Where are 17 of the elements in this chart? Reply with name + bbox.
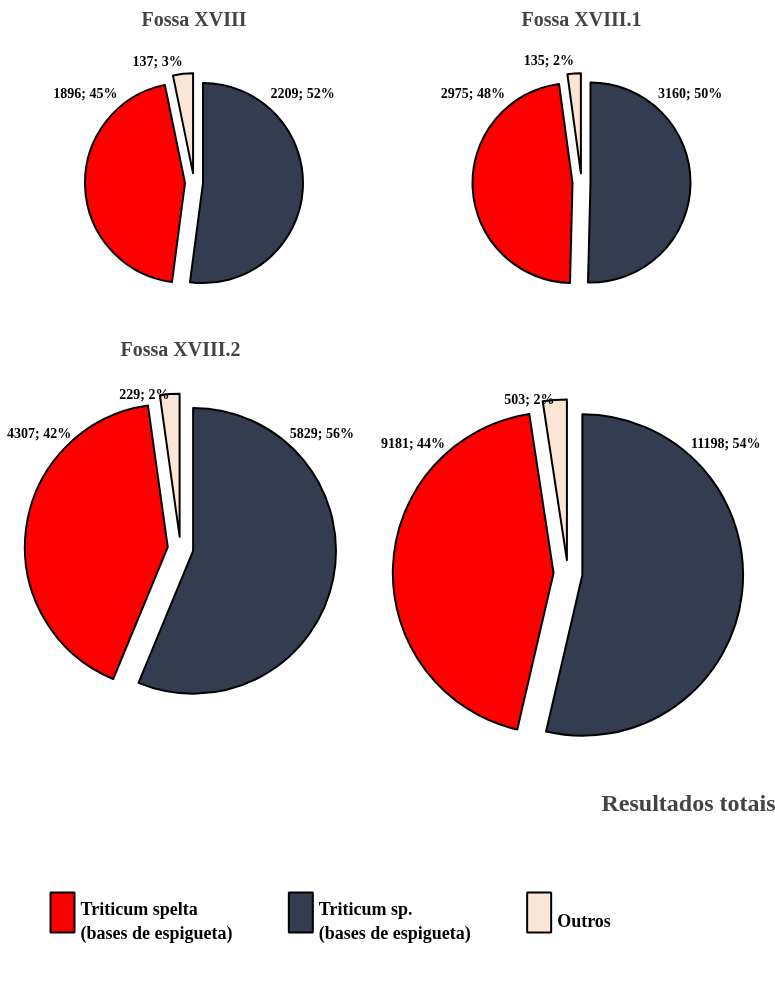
chart-title: Fossa XVIII.2 <box>120 337 241 360</box>
legend-label: Outros <box>557 910 611 931</box>
legend-label: Triticum sp. (bases de espigueta) <box>318 898 471 944</box>
chart-title: Fossa XVIII.1 <box>521 7 642 30</box>
data-label: 9181; 44% <box>380 435 446 451</box>
data-label: 135; 2% <box>523 53 574 69</box>
data-label: 3160; 50% <box>657 85 723 101</box>
data-label: 11198; 54% <box>690 435 761 451</box>
legend-label: Triticum spelta (bases de espigueta) <box>80 898 233 944</box>
data-label: 137; 3% <box>132 53 183 69</box>
data-label: 5829; 56% <box>289 426 354 442</box>
chart-title: Fossa XVIII <box>141 7 247 30</box>
data-label: 4307; 42% <box>7 426 72 442</box>
data-label: 1896; 45% <box>53 85 118 101</box>
data-label: 2975; 48% <box>440 85 506 101</box>
data-label: 2209; 52% <box>270 85 335 101</box>
text: Resultados totais <box>601 789 775 816</box>
